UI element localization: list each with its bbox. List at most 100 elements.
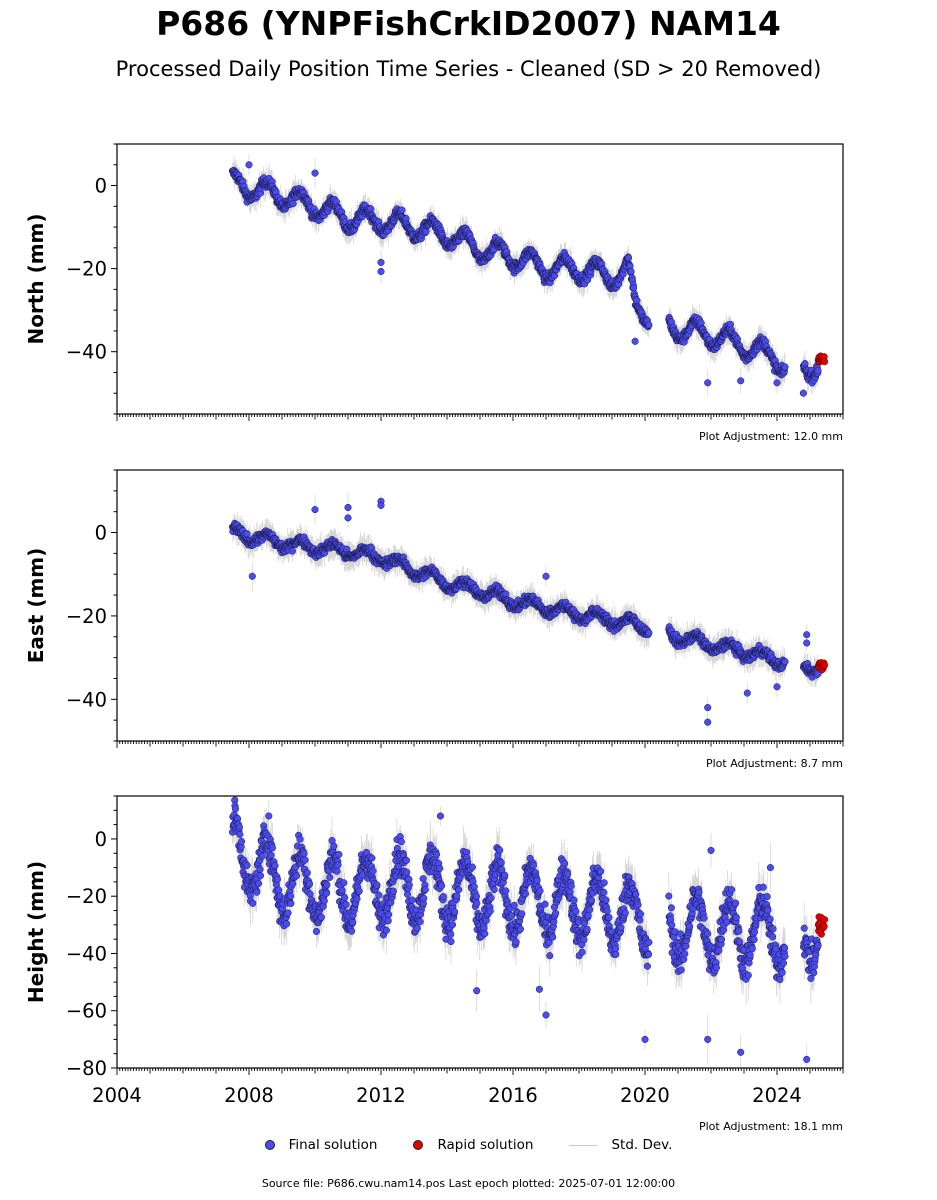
final-point: [403, 890, 412, 898]
rapid-series-0: [814, 352, 829, 366]
final-point: [633, 296, 641, 304]
final-point: [236, 830, 244, 838]
final-point: [448, 921, 457, 929]
final-point: [344, 503, 352, 512]
final-point: [773, 683, 781, 691]
final-point: [335, 850, 343, 859]
final-point: [743, 689, 751, 697]
final-point: [632, 890, 640, 898]
final-point: [413, 924, 421, 932]
final-point: [235, 823, 243, 831]
final-point: [245, 161, 253, 169]
final-point: [665, 892, 673, 900]
final-point: [697, 319, 705, 327]
final-point: [624, 254, 633, 262]
final-point: [496, 846, 504, 854]
final-point: [502, 887, 510, 895]
final-point: [296, 835, 304, 843]
final-point: [333, 867, 341, 875]
final-point: [490, 886, 498, 894]
final-point: [677, 966, 685, 974]
chart-title: P686 (YNPFishCrkID2007) NAM14: [156, 4, 781, 43]
final-point: [447, 938, 455, 946]
final-point: [289, 880, 297, 888]
final-point: [273, 875, 282, 883]
final-point: [258, 852, 266, 860]
final-point: [737, 377, 745, 385]
final-point: [377, 501, 385, 509]
ytick-label: 0: [95, 175, 107, 198]
final-point: [255, 879, 263, 888]
final-point: [587, 896, 596, 904]
final-point: [334, 861, 342, 869]
final-point: [312, 927, 320, 935]
final-point: [602, 896, 610, 904]
final-point: [382, 926, 390, 934]
final-point: [384, 917, 392, 925]
final-point: [287, 892, 295, 900]
final-point: [704, 379, 712, 387]
final-point: [330, 842, 338, 850]
final-point: [561, 859, 569, 868]
final-point: [447, 930, 455, 938]
final-point: [814, 367, 822, 375]
final-point: [583, 925, 591, 933]
final-point: [275, 886, 283, 894]
panel-0: 0 −20 −40 North (mm) Plot Adjustment: 12.0 m…: [24, 143, 844, 443]
final-point: [268, 844, 276, 852]
final-point: [416, 918, 424, 926]
final-point: [549, 933, 557, 941]
final-point: [231, 805, 239, 813]
final-point: [516, 925, 524, 933]
final-point: [305, 880, 314, 888]
final-point: [685, 922, 694, 931]
ytick-label: −40: [66, 688, 107, 711]
final-point: [600, 879, 608, 887]
final-point: [645, 938, 653, 946]
final-point: [468, 863, 476, 871]
final-point: [472, 892, 480, 900]
final-point: [398, 206, 406, 214]
final-point: [781, 658, 789, 666]
final-point: [317, 913, 325, 921]
final-point: [529, 862, 537, 870]
final-point: [536, 887, 544, 895]
final-point: [542, 572, 550, 580]
final-point: [603, 907, 611, 915]
final-point: [288, 547, 296, 555]
final-point: [567, 882, 575, 890]
final-point: [704, 718, 712, 726]
final-point: [781, 363, 789, 371]
final-point: [712, 964, 720, 972]
final-point: [481, 930, 489, 938]
final-point: [348, 927, 356, 935]
final-point: [283, 920, 291, 928]
final-point: [717, 935, 726, 944]
final-point: [501, 871, 509, 879]
rapid-point: [821, 358, 829, 366]
final-point: [605, 913, 613, 922]
final-point: [438, 882, 446, 890]
final-point: [439, 893, 447, 901]
final-point: [289, 200, 297, 208]
y-axis-label: East (mm): [24, 548, 48, 664]
final-point: [584, 911, 592, 920]
final-point: [510, 901, 518, 909]
final-point: [572, 907, 580, 916]
final-point: [248, 572, 256, 580]
plot-adjustment: Plot Adjustment: 8.7 mm: [706, 757, 843, 770]
final-point: [292, 872, 300, 880]
final-point: [256, 872, 265, 880]
final-point: [704, 930, 712, 938]
final-point: [681, 950, 689, 958]
final-point: [402, 856, 410, 864]
final-point: [326, 873, 334, 881]
panel-1: 0 −20 −40 East (mm) Plot Adjustment: 8.7 mm: [24, 469, 844, 770]
stddev-bars-1: [232, 492, 819, 729]
final-point: [645, 321, 653, 329]
final-point: [541, 900, 549, 908]
final-point: [570, 896, 578, 904]
final-point: [421, 886, 429, 894]
final-point: [621, 909, 629, 917]
